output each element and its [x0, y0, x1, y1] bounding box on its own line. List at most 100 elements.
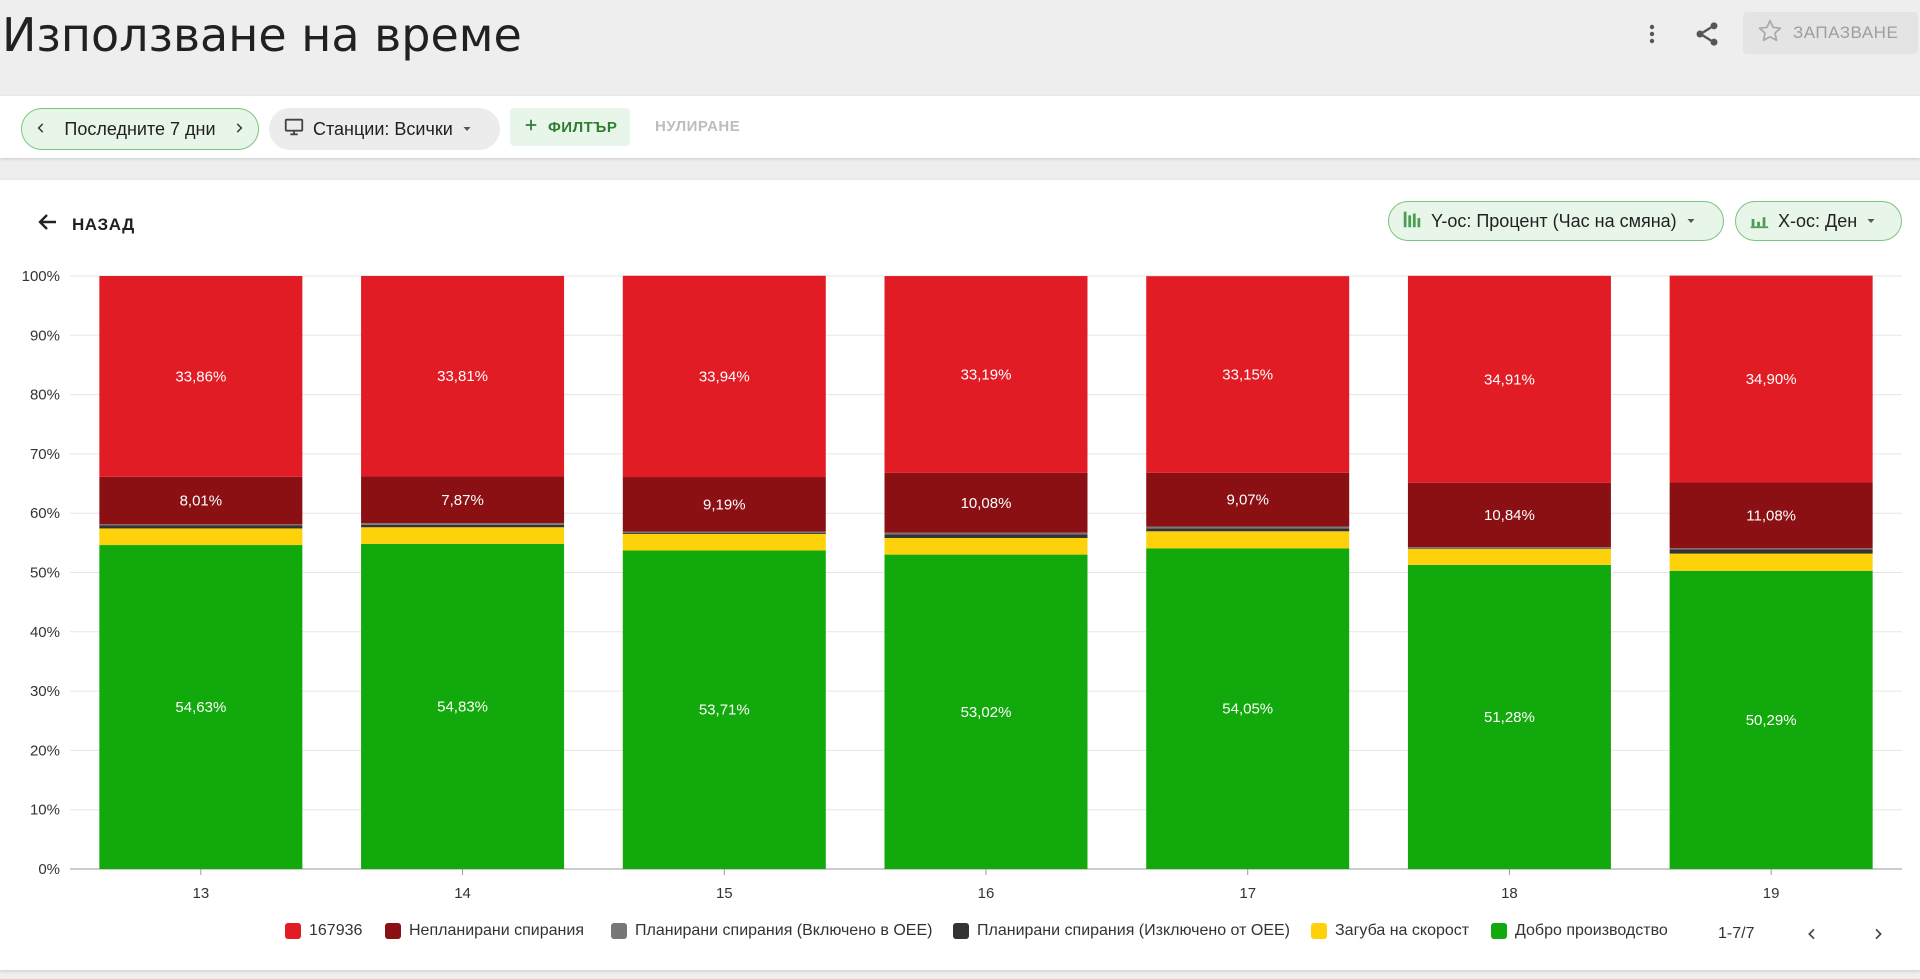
y-tick-label: 0% [38, 861, 60, 878]
bar-segment [1146, 526, 1350, 529]
x-axis-selector[interactable]: X-ос: Ден [1735, 201, 1902, 241]
legend-swatch [611, 923, 627, 939]
stations-dropdown[interactable]: Станции: Всички [269, 108, 500, 150]
legend-label: Планирани спирания (Изключено от OEE) [977, 922, 1290, 939]
dropdown-arrow-icon [1865, 211, 1877, 232]
bar-segment [1669, 275, 1873, 483]
legend-label: Планирани спирания (Включено в OEE) [635, 922, 933, 939]
bar-segment [884, 554, 1088, 869]
legend-swatch [285, 923, 301, 939]
add-filter-button[interactable]: ФИЛТЪР [510, 108, 630, 146]
data-label: 33,81% [437, 368, 488, 385]
x-tick-label: 19 [1763, 885, 1780, 902]
legend-item[interactable]: 167936 [285, 922, 362, 940]
data-label: 10,08% [961, 495, 1012, 512]
data-label: 53,02% [961, 704, 1012, 721]
data-label: 54,05% [1222, 701, 1273, 718]
legend-pager-text: 1-7/7 [1718, 925, 1755, 942]
save-button[interactable]: ЗАПАЗВАНЕ [1743, 12, 1918, 54]
back-label: НАЗАД [72, 214, 135, 234]
bar-segment [99, 528, 303, 546]
bar-segment [884, 534, 1088, 538]
bar-segment [1669, 548, 1873, 550]
bar-segment [361, 524, 565, 528]
monitor-icon [283, 116, 305, 143]
legend-item[interactable]: Загуба на скорост [1311, 922, 1469, 940]
bar-segment [99, 276, 303, 477]
x-tick-label: 13 [193, 885, 210, 902]
legend-item[interactable]: Планирани спирания (Изключено от OEE) [953, 922, 1290, 940]
data-label: 50,29% [1746, 712, 1797, 729]
share-icon[interactable] [1687, 14, 1727, 54]
bar-segment [1146, 531, 1350, 549]
plus-icon [524, 118, 538, 136]
bar-segment [1407, 548, 1611, 549]
data-label: 33,86% [175, 368, 226, 385]
data-label: 53,71% [699, 702, 750, 719]
dropdown-arrow-icon [461, 119, 473, 140]
bar-segment [622, 477, 826, 532]
star-outline-icon [1757, 18, 1783, 49]
bar-segment [361, 527, 565, 544]
bar-segment [1669, 549, 1873, 554]
data-label: 10,84% [1484, 507, 1535, 524]
bar-segment [1407, 564, 1611, 869]
x-tick-label: 14 [454, 885, 471, 902]
bar-segment [884, 532, 1088, 535]
bar-segment [1669, 553, 1873, 571]
x-tick-label: 18 [1501, 885, 1518, 902]
bar-segment [884, 276, 1088, 473]
legend-swatch [385, 923, 401, 939]
bar-segment [99, 545, 303, 869]
bar-segment [1146, 528, 1350, 532]
y-tick-label: 40% [30, 624, 60, 641]
legend-label: Загуба на скорост [1335, 922, 1470, 939]
legend-item[interactable]: Планирани спирания (Включено в OEE) [611, 922, 932, 940]
back-button[interactable]: НАЗАД [36, 210, 135, 239]
bar-segment [622, 550, 826, 869]
more-vertical-icon[interactable] [1632, 14, 1672, 54]
chevron-right-icon[interactable] [232, 119, 246, 140]
data-label: 33,19% [961, 366, 1012, 383]
bar-segment [1669, 570, 1873, 869]
data-label: 8,01% [180, 493, 223, 510]
bar-segment [1146, 276, 1350, 473]
y-axis-selector[interactable]: Y-ос: Процент (Час на смяна) [1388, 201, 1724, 241]
chevron-left-icon[interactable] [1800, 922, 1824, 946]
x-tick-label: 16 [978, 885, 995, 902]
y-axis-label: Y-ос: Процент (Час на смяна) [1431, 210, 1677, 231]
bar-segment [361, 523, 565, 525]
bar-segment [1407, 482, 1611, 548]
legend-item[interactable]: Добро производство [1491, 922, 1668, 940]
date-range-label: Последните 7 дни [64, 118, 216, 139]
chart-legend: 167936 Непланирани спирания Планирани сп… [0, 922, 1920, 952]
y-tick-label: 50% [30, 565, 60, 582]
bar-segment [884, 472, 1088, 533]
legend-item[interactable]: Непланирани спирания [385, 922, 584, 940]
data-label: 54,83% [437, 698, 488, 715]
chevron-right-icon[interactable] [1866, 922, 1890, 946]
y-tick-label: 20% [30, 742, 60, 759]
y-tick-label: 10% [30, 802, 60, 819]
bar-segment [361, 476, 565, 524]
dropdown-arrow-icon [1685, 211, 1697, 232]
date-range-chip[interactable]: Последните 7 дни [21, 108, 259, 150]
bar-segment [361, 275, 565, 477]
stacked-bar-chart: 0% 10% 20% 30% 40% 50% 60% 70% 80% 90% 100% 54,63% 8… [22, 268, 1902, 902]
filter-bar: Последните 7 дни Станции: Всички ФИЛТЪР … [0, 96, 1920, 158]
bar-segment [361, 543, 565, 869]
legend-swatch [953, 923, 969, 939]
bar-segment [1407, 548, 1611, 565]
data-label: 34,91% [1484, 371, 1535, 388]
data-label: 9,19% [703, 496, 746, 513]
add-filter-label: ФИЛТЪР [548, 118, 618, 136]
chart-card: НАЗАД Y-ос: Процент (Час на смяна) X-ос:… [0, 180, 1920, 970]
data-label: 11,08% [1746, 507, 1796, 524]
data-label: 54,63% [175, 699, 226, 716]
chevron-left-icon[interactable] [34, 119, 48, 140]
data-label: 33,15% [1222, 366, 1273, 383]
bar-segment [622, 533, 826, 551]
reset-button[interactable]: НУЛИРАНЕ [655, 118, 741, 135]
x-tick-label: 15 [716, 885, 733, 902]
bar-segment [1407, 275, 1611, 483]
